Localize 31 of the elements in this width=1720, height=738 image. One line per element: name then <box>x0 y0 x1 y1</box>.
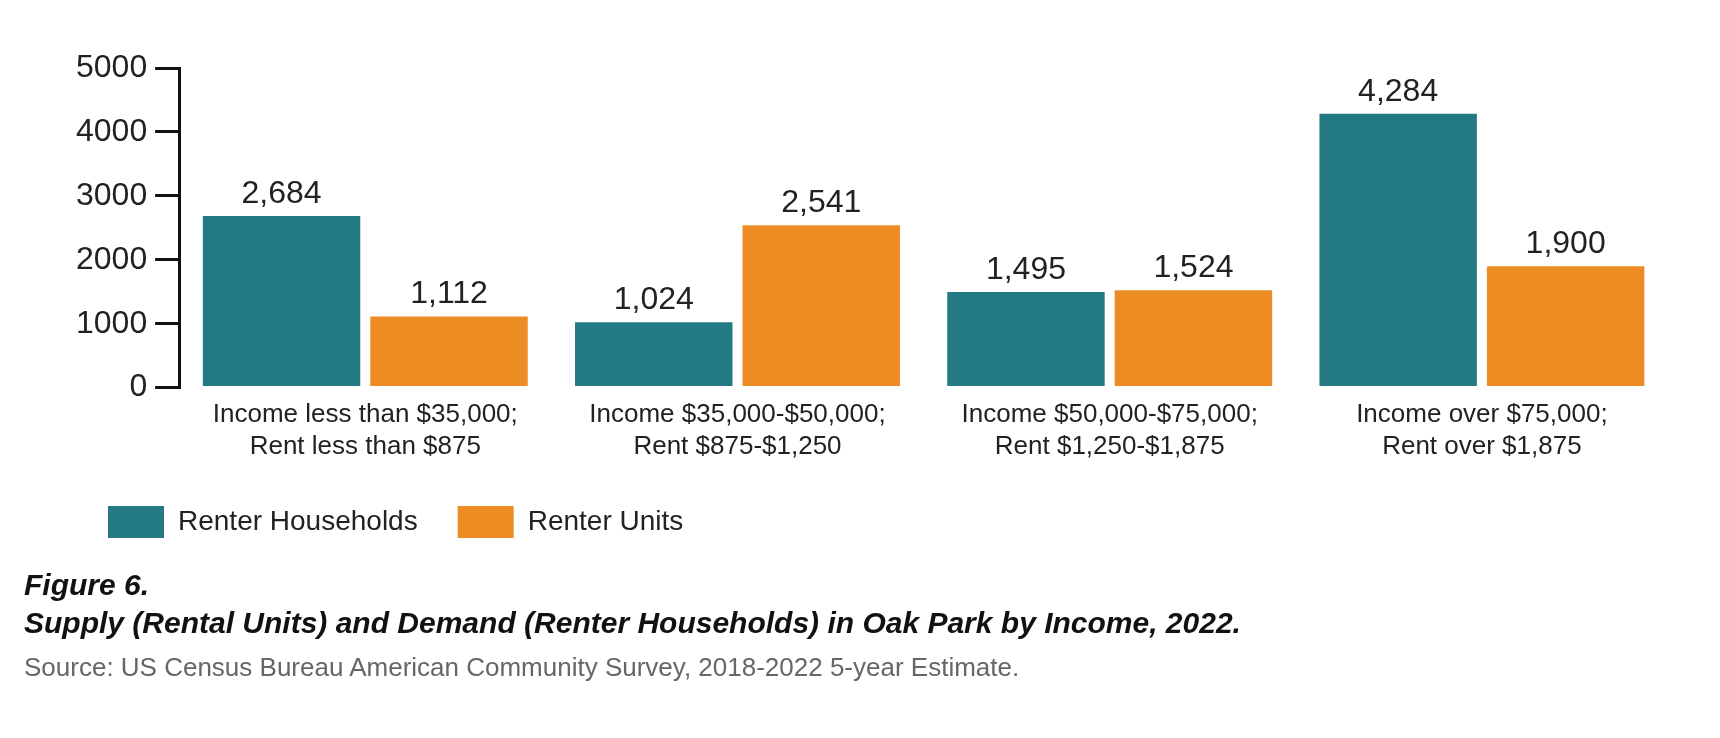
bar <box>1319 113 1477 387</box>
text: Figure 6. <box>24 568 151 602</box>
y-tick-label: 3000 <box>76 175 148 212</box>
data-label: 1,900 <box>1525 223 1606 260</box>
x-tick-label: Income $35,000-$50,000; Rent $875-$1,250 <box>589 398 886 460</box>
y-tick-label: 0 <box>129 367 148 404</box>
x-tick-label: Income over $75,000; Rent over $1,875 <box>1356 398 1608 460</box>
bar <box>575 322 733 387</box>
bar <box>742 225 900 387</box>
y-tick-label: 2000 <box>76 239 148 276</box>
bar <box>202 216 361 387</box>
bar <box>947 292 1105 387</box>
text: Supply (Rental Units) and Demand (Renter Households) in Oak Park by Income, 2022. <box>24 606 1242 640</box>
x-tick-label: Income less than $35,000; Rent less than $875 <box>212 398 518 460</box>
legend-label: Renter Households <box>178 504 418 536</box>
x-tick-label: Income $50,000-$75,000; Rent $1,250-$1,875 <box>961 398 1258 460</box>
data-label: 4,284 <box>1358 71 1439 108</box>
bar <box>1114 290 1273 387</box>
data-label: 1,495 <box>985 249 1066 286</box>
data-label: 2,684 <box>241 173 322 210</box>
data-label: 1,524 <box>1153 248 1234 285</box>
y-tick-label: 5000 <box>76 47 148 84</box>
bar <box>370 316 528 387</box>
data-label: 2,541 <box>781 183 862 220</box>
y-tick-label: 1000 <box>76 303 148 340</box>
y-tick-label: 4000 <box>76 111 148 148</box>
data-label: 1,024 <box>613 279 694 316</box>
data-label: 1,112 <box>410 274 488 311</box>
source-note: Source: US Census Bureau American Community Survey, 2018-2022 5-year Estimate. <box>24 652 1021 683</box>
bar <box>1486 266 1645 387</box>
legend-label: Renter Units <box>527 504 684 536</box>
